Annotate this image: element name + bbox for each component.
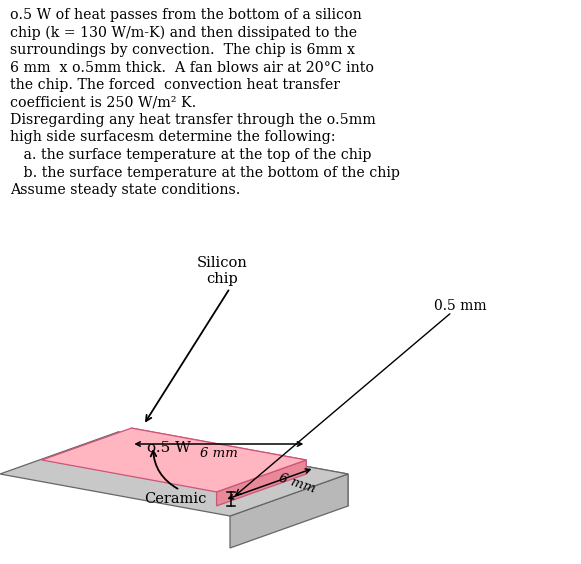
- Text: 6 mm: 6 mm: [200, 447, 238, 460]
- Text: 6 mm: 6 mm: [277, 472, 317, 496]
- Polygon shape: [42, 428, 306, 492]
- Polygon shape: [0, 432, 348, 516]
- Text: o.5 W: o.5 W: [147, 441, 191, 455]
- Text: Ceramic: Ceramic: [144, 492, 206, 506]
- Polygon shape: [131, 428, 306, 474]
- Text: a. the surface temperature at the top of the chip: a. the surface temperature at the top of…: [10, 148, 371, 162]
- Text: 0.5 mm: 0.5 mm: [433, 299, 486, 313]
- Polygon shape: [230, 474, 348, 548]
- Text: Silicon
chip: Silicon chip: [196, 256, 248, 286]
- Text: surroundings by convection.  The chip is 6mm x: surroundings by convection. The chip is …: [10, 43, 355, 57]
- Text: high side surfacesm determine the following:: high side surfacesm determine the follow…: [10, 130, 336, 144]
- Text: the chip. The forced  convection heat transfer: the chip. The forced convection heat tra…: [10, 78, 340, 92]
- Text: 6 mm  x o.5mm thick.  A fan blows air at 20°C into: 6 mm x o.5mm thick. A fan blows air at 2…: [10, 60, 374, 74]
- Text: o.5 W of heat passes from the bottom of a silicon: o.5 W of heat passes from the bottom of …: [10, 8, 362, 22]
- Text: Assume steady state conditions.: Assume steady state conditions.: [10, 183, 241, 197]
- Text: coefficient is 250 W/m² K.: coefficient is 250 W/m² K.: [10, 95, 196, 109]
- Text: Disregarding any heat transfer through the o.5mm: Disregarding any heat transfer through t…: [10, 113, 376, 127]
- Text: b. the surface temperature at the bottom of the chip: b. the surface temperature at the bottom…: [10, 165, 400, 179]
- Polygon shape: [118, 432, 348, 506]
- Polygon shape: [217, 460, 306, 506]
- Text: chip (k = 130 W/m-K) and then dissipated to the: chip (k = 130 W/m-K) and then dissipated…: [10, 25, 357, 40]
